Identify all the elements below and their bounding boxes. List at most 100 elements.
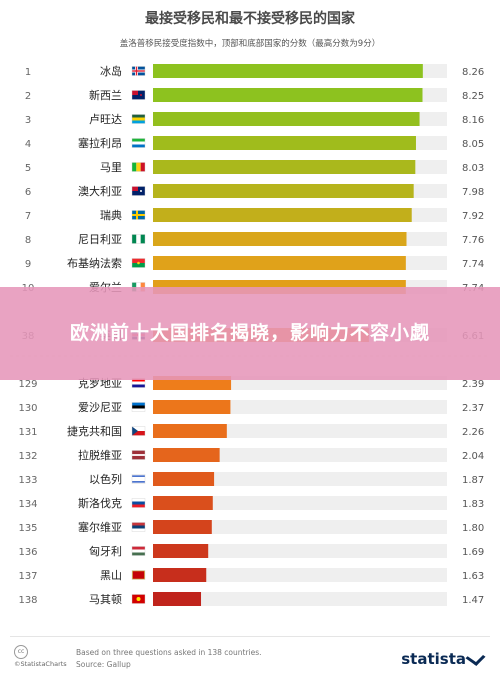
headline-text: 欧洲前十大国排名揭晓，影响力不容小觑 (69, 322, 430, 344)
burkina-faso-flag-stripe (132, 258, 145, 263)
israel-flag-stripe (132, 481, 145, 483)
bar-track (153, 544, 447, 558)
value-label: 7.76 (462, 235, 484, 246)
country-label: 澳大利亚 (78, 184, 122, 198)
bar-row: 9 布基纳法索 7.74 (25, 256, 484, 270)
serbia-flag-stripe (132, 528, 145, 532)
mali-flag-outline (131, 162, 146, 172)
czech-flag-triangle (132, 426, 138, 436)
logo-arrow-icon (465, 649, 486, 666)
bar-track (153, 520, 447, 534)
bar-row: 7 瑞典 7.92 (25, 208, 484, 222)
source-line: Source: Gallup (76, 660, 131, 669)
value-label: 1.63 (462, 571, 484, 582)
footer-divider (10, 636, 490, 637)
israel-flag-field (132, 474, 145, 484)
rank-label: 4 (25, 139, 31, 150)
burkina-faso-flag-star (137, 261, 140, 265)
serbia-flag (131, 522, 146, 532)
rwanda-flag (131, 114, 146, 124)
value-label: 8.05 (462, 139, 484, 150)
sweden-flag-cross (136, 210, 138, 220)
bar (153, 472, 215, 486)
mali-flag-stripe (136, 162, 141, 172)
rank-label: 131 (18, 427, 37, 438)
value-label: 1.47 (462, 595, 484, 606)
latvia-flag-outline (131, 450, 146, 460)
bar (153, 88, 423, 102)
estonia-flag (131, 402, 146, 412)
czech-flag-stripe (132, 426, 145, 431)
sweden-flag-cross (132, 214, 145, 216)
iceland-flag-cross (135, 66, 138, 76)
bar (153, 520, 212, 534)
rank-label: 138 (18, 595, 37, 606)
value-label: 1.83 (462, 499, 484, 510)
hungary-flag-outline (131, 546, 146, 556)
bar-row: 136 匈牙利 1.69 (18, 544, 484, 558)
bar (153, 568, 207, 582)
country-label: 塞尔维亚 (78, 520, 122, 534)
bar-track (153, 472, 447, 486)
rank-label: 132 (18, 451, 37, 462)
value-label: 2.26 (462, 427, 484, 438)
chart-subtitle: 盖洛普移民接受度指数中，顶部和底部国家的分数（最高分数为9分） (119, 39, 381, 49)
nigeria-flag-stripe (140, 234, 145, 244)
headline-banner: 欧洲前十大国排名揭晓，影响力不容小觑 (0, 287, 500, 380)
value-label: 7.92 (462, 211, 484, 222)
rank-label: 7 (25, 211, 31, 222)
sierra-leone-flag (131, 138, 146, 148)
bar-row: 8 尼日利亚 7.76 (25, 232, 484, 246)
cc-icon: cc (14, 645, 28, 659)
value-label: 2.37 (462, 403, 484, 414)
estonia-flag-stripe (132, 408, 145, 412)
rank-label: 134 (18, 499, 37, 510)
source-note: Based on three questions asked in 138 co… (76, 647, 262, 671)
bar (153, 208, 412, 222)
country-label: 匈牙利 (89, 544, 122, 558)
estonia-flag-outline (131, 402, 146, 412)
bar (153, 496, 213, 510)
rwanda-flag-outline (131, 114, 146, 124)
bar-track (153, 592, 447, 606)
new-zealand-flag-canton (132, 90, 138, 95)
bar-row: 6 澳大利亚 7.98 (25, 184, 484, 198)
nigeria-flag-stripe (132, 234, 137, 244)
bar-track (153, 448, 447, 462)
macedonia-flag (131, 594, 146, 604)
slovakia-flag-stripe (132, 498, 145, 502)
value-label: 2.04 (462, 451, 484, 462)
hungary-flag-stripe (132, 546, 145, 550)
bar (153, 592, 202, 606)
chart-title: 最接受移民和最不接受移民的国家 (145, 11, 355, 27)
value-label: 8.03 (462, 163, 484, 174)
croatia-flag-stripe (132, 381, 145, 385)
bar-row: 135 塞尔维亚 1.80 (18, 520, 484, 534)
bar-row: 5 马里 8.03 (25, 160, 484, 174)
country-label: 布基纳法索 (67, 256, 122, 270)
nigeria-flag-outline (131, 234, 146, 244)
bar-row: 1 冰岛 8.26 (25, 64, 484, 78)
sweden-flag (131, 210, 146, 220)
serbia-flag-stripe (132, 525, 145, 529)
bar (153, 424, 227, 438)
country-label: 克罗地亚 (78, 377, 122, 390)
macedonia-flag-sun (136, 597, 141, 601)
serbia-flag-outline (131, 522, 146, 532)
new-zealand-flag-outline (131, 90, 146, 100)
rank-label: 133 (18, 475, 37, 486)
value-label: 7.98 (462, 187, 484, 198)
slovakia-flag-outline (131, 498, 146, 508)
bar-row: 3 卢旺达 8.16 (25, 112, 484, 126)
country-label: 拉脱维亚 (78, 448, 122, 462)
country-label: 马其顿 (89, 592, 122, 606)
country-label: 卢旺达 (89, 113, 122, 126)
rank-label: 5 (25, 163, 31, 174)
bar (153, 184, 414, 198)
bar (153, 232, 407, 246)
croatia-flag-stripe (132, 378, 145, 382)
bar (153, 256, 406, 270)
latvia-flag-stripe (132, 454, 145, 456)
australia-flag-outline (131, 186, 146, 196)
